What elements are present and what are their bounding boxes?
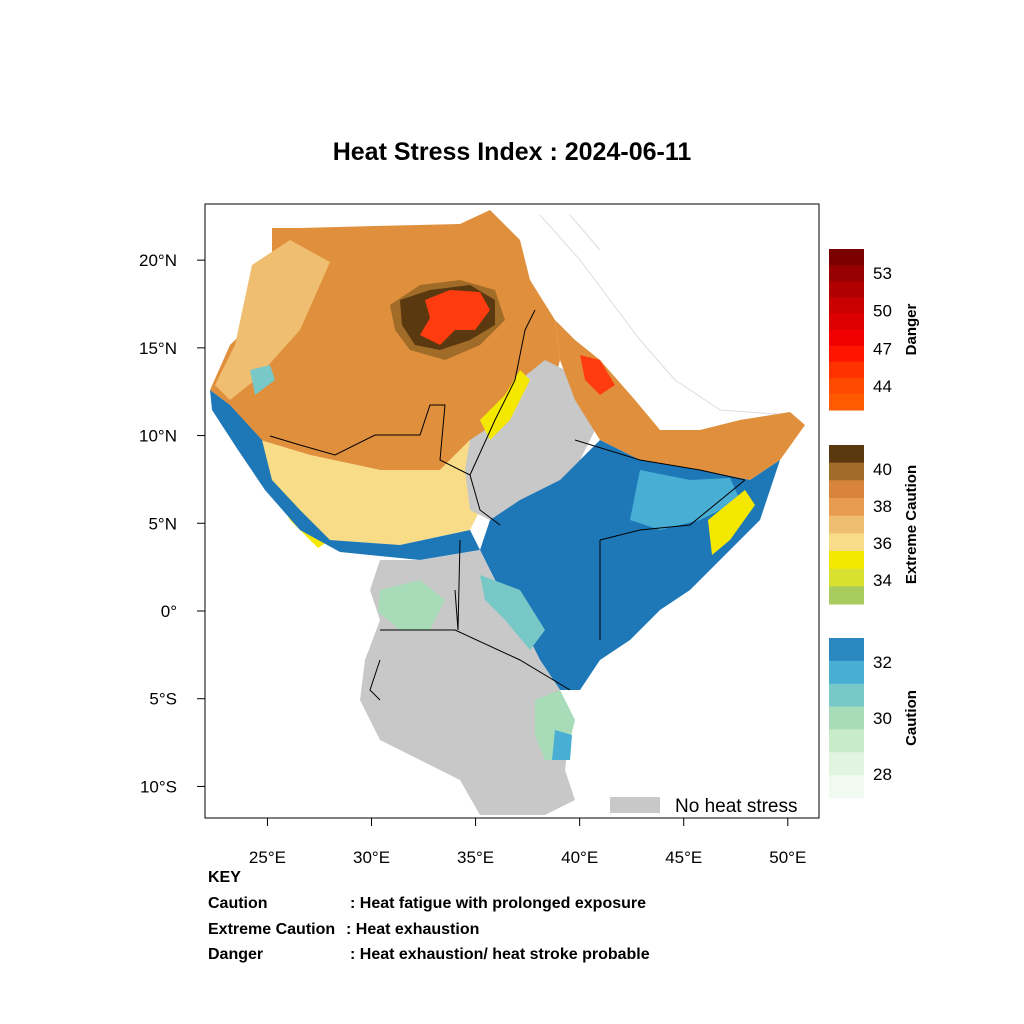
colorbar-swatch (829, 533, 864, 552)
border-sudan-south (269, 404, 501, 526)
colorbar-danger: 53 50 47 44 Danger (829, 249, 920, 411)
colorbar-swatch (829, 377, 864, 395)
x-tick-label: 30°E (353, 848, 390, 867)
colorbar-label: 30 (873, 709, 892, 728)
border-uganda (454, 539, 461, 631)
x-axis: 25°E 30°E 35°E 40°E 45°E 50°E (249, 818, 806, 867)
colorbar-title: Danger (903, 304, 920, 356)
plot-frame (204, 203, 820, 819)
map-regions (210, 210, 805, 815)
border-tanzania (369, 659, 381, 701)
region-west-blue (210, 390, 480, 560)
region-sudan-pale (215, 240, 330, 400)
y-tick-label: 20°N (139, 251, 177, 270)
no-heat-stress-swatch (610, 797, 660, 813)
colorbar-label: 53 (873, 264, 892, 283)
key-term-extreme-caution: Extreme Caution (208, 921, 336, 938)
colorbar-swatch (829, 683, 864, 708)
colorbar-swatch (829, 752, 864, 776)
colorbar-label: 36 (873, 534, 892, 553)
colorbar-swatch (829, 329, 864, 347)
key-term-caution: Caution (208, 895, 268, 912)
key-term-danger: Danger (208, 946, 264, 963)
arabian-coastline (539, 214, 791, 416)
colorbar-swatch (829, 638, 864, 662)
y-tick-label: 0° (161, 602, 177, 621)
colorbar-swatch (829, 345, 864, 363)
colorbar-swatch (829, 551, 864, 570)
colorbar-label: 50 (873, 302, 892, 321)
x-tick-label: 35°E (457, 848, 494, 867)
region-sudan-south-pale (260, 440, 485, 545)
region-kenya-caution (480, 575, 545, 650)
region-somalia-yellow (708, 490, 755, 555)
x-tick-label: 45°E (665, 848, 702, 867)
colorbar-swatch (829, 480, 864, 499)
colorbar-swatch (829, 568, 864, 587)
colorbar-swatch (829, 775, 864, 799)
border-kenya-south (454, 629, 571, 691)
region-eritrea-orange (555, 320, 805, 480)
gulf-coastline (569, 214, 601, 251)
colorbar-swatch (829, 660, 864, 685)
region-somalia-dark (600, 560, 680, 640)
y-tick-label: 10°S (140, 777, 177, 796)
region-horn-mid (630, 470, 740, 530)
colorbar-swatch (829, 361, 864, 379)
border-ethiopia-sudan (469, 309, 536, 476)
colorbar-label: 40 (873, 460, 892, 479)
y-tick-label: 15°N (139, 339, 177, 358)
colorbar-swatch (829, 249, 864, 266)
colorbar-swatch (829, 498, 864, 517)
colorbar-label: 28 (873, 765, 892, 784)
colorbar-swatch (829, 281, 864, 298)
colorbar-swatch (829, 393, 864, 411)
region-lake-caution (378, 580, 445, 630)
colorbar-swatch (829, 462, 864, 481)
key-heading: KEY (208, 869, 241, 886)
colorbar-label: 38 (873, 497, 892, 516)
colorbar-label: 47 (873, 339, 892, 358)
region-coast-blue (552, 730, 572, 760)
key-desc-extreme-caution: : Heat exhaustion (346, 921, 480, 938)
x-tick-label: 50°E (769, 848, 806, 867)
region-chad-caution (250, 365, 275, 395)
y-tick-label: 10°N (139, 427, 177, 446)
border-ethiopia-somalia (599, 479, 746, 541)
region-ethiopia-yellow (480, 370, 530, 440)
x-tick-label: 40°E (561, 848, 598, 867)
x-tick-label: 25°E (249, 848, 286, 867)
colorbar-extreme-caution: 40 38 36 34 Extreme Caution (829, 445, 920, 605)
colorbar-caution: 32 30 28 Caution (829, 638, 920, 799)
no-heat-stress-legend: No heat stress (610, 796, 798, 817)
region-sudan-red (420, 290, 490, 345)
colorbar-swatch (829, 445, 864, 464)
border-somaliland (574, 439, 746, 481)
colorbar-swatch (829, 729, 864, 753)
y-axis: 20°N 15°N 10°N 5°N 0° 5°S 10°S (139, 251, 205, 796)
key-desc-danger: : Heat exhaustion/ heat stroke probable (350, 946, 650, 963)
colorbar-label: 44 (873, 377, 892, 396)
colorbar-swatch (829, 297, 864, 314)
region-afar-red (580, 355, 615, 395)
map-title: Heat Stress Index : 2024-06-11 (332, 138, 692, 166)
colorbar-swatch (829, 265, 864, 282)
colorbar-swatch (829, 313, 864, 330)
key-desc-caution: : Heat fatigue with prolonged exposure (350, 895, 647, 912)
colorbar-label: 32 (873, 653, 892, 672)
region-ethiopia-grey (465, 360, 600, 520)
colorbar-swatch (829, 586, 864, 605)
colorbar-title: Caution (903, 690, 920, 746)
no-heat-stress-label: No heat stress (675, 796, 798, 817)
country-borders (269, 309, 746, 701)
colorbar-label: 34 (873, 571, 892, 590)
colorbar-swatch (829, 515, 864, 534)
colorbar-swatch (829, 706, 864, 730)
y-tick-label: 5°S (149, 690, 177, 709)
colorbar-title: Extreme Caution (903, 465, 920, 584)
y-tick-label: 5°N (148, 514, 177, 533)
